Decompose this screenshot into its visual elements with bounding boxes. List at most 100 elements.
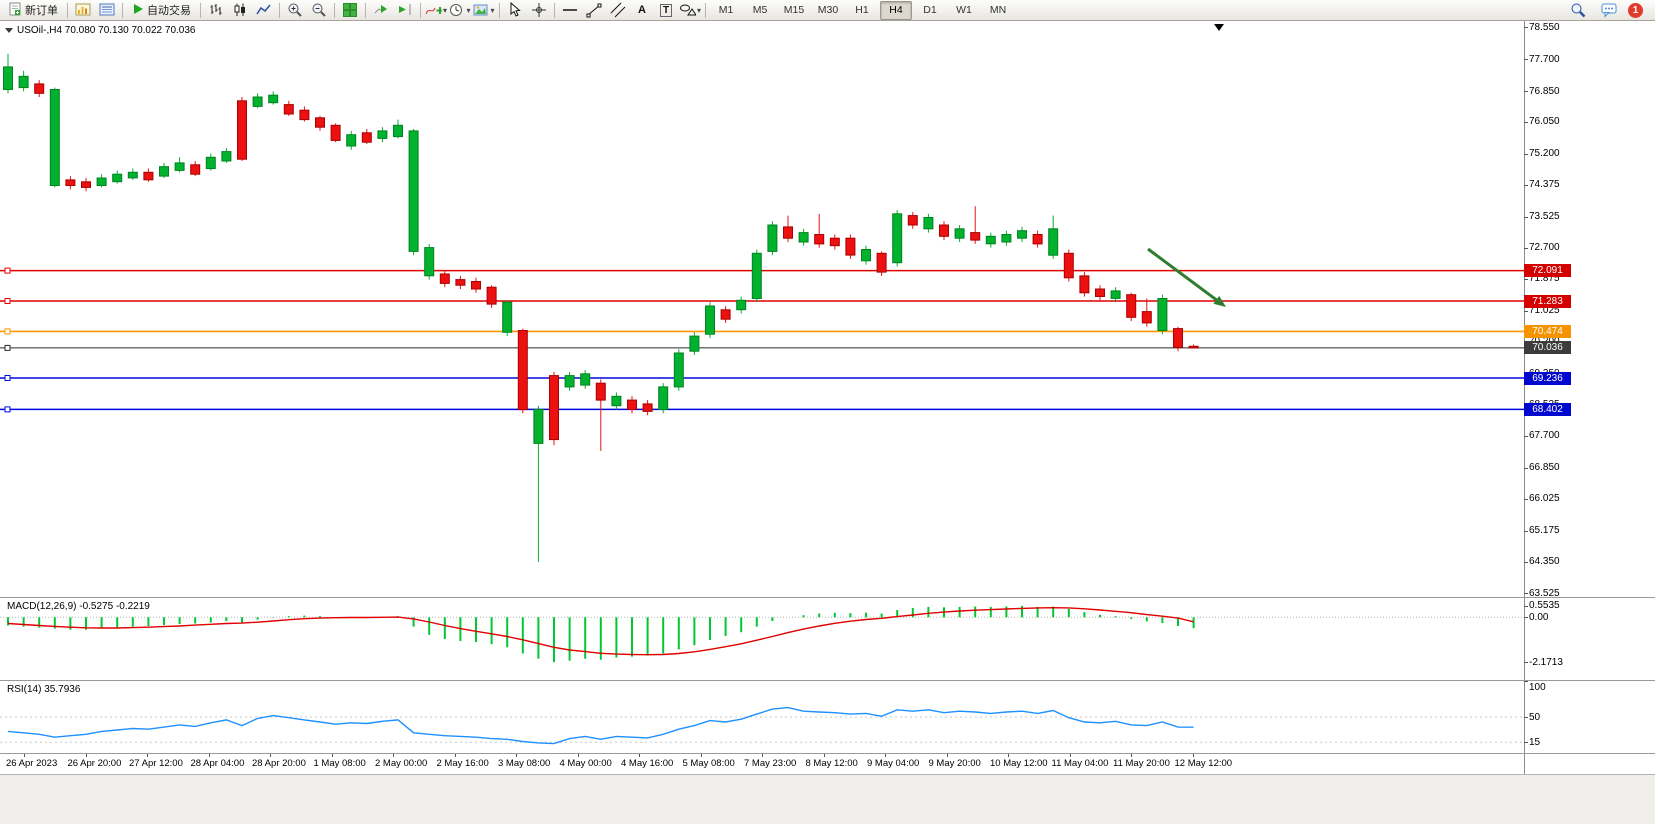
toolbar-right-group: 1 [1566,0,1655,21]
cursor-tool-icon[interactable] [503,0,527,21]
text-label-tool-icon[interactable]: T [654,0,678,21]
timeframe-W1[interactable]: W1 [956,4,972,16]
timeframe-M1[interactable]: M1 [718,4,734,16]
time-axis-label: 9 May 20:00 [928,758,981,769]
hline-handle[interactable] [4,375,11,381]
chart-shift-marker-icon[interactable] [1214,24,1224,31]
timeframe-H4[interactable]: H4 [880,0,912,20]
periods-icon[interactable]: ▾ [448,0,472,21]
tile-windows-icon[interactable] [338,0,362,21]
equidistant-channel-tool-icon[interactable] [606,0,630,21]
bar-chart-type-icon[interactable] [204,0,228,21]
time-axis-label: 28 Apr 04:00 [190,758,245,769]
crosshair-tool-icon[interactable] [527,0,551,21]
arrow-annotation[interactable] [1147,247,1223,305]
macd-indicator-panel[interactable] [0,598,1524,680]
arrow-annotation-head[interactable] [1213,295,1226,307]
text-tool-glyph: A [638,4,646,16]
time-axis-label: 12 May 12:00 [1174,758,1233,769]
hline-handle[interactable] [4,344,11,351]
hline-handle[interactable] [4,406,11,413]
macd-histogram [7,605,1195,663]
macd-signal-line [7,606,1194,656]
time-axis-label: 9 May 04:00 [867,758,920,769]
time-axis-label: 8 May 12:00 [805,758,858,769]
time-axis[interactable]: 26 Apr 2023 26 Apr 20:00 27 Apr 12:00 28 Ap… [0,754,1524,774]
time-axis-label: 26 Apr 20:00 [67,758,122,769]
toolbar-separator [122,2,123,18]
autotrading-button[interactable]: 自动交易 [126,0,197,21]
symbol-ohlc-label: USOil-,H4 70.080 70.130 70.022 70.036 [5,25,195,36]
line-chart-type-icon[interactable] [252,0,276,21]
toolbar-separator [67,2,68,18]
autotrading-play-icon [132,3,144,18]
time-axis-label: 28 Apr 20:00 [252,758,306,769]
zoom-in-icon[interactable] [283,0,307,21]
timeframe-MN[interactable]: MN [989,4,1007,16]
time-axis-label: 11 May 20:00 [1113,758,1170,769]
toolbar-separator [200,2,201,18]
chat-icon[interactable] [1597,0,1621,21]
timeframe-M5[interactable]: M5 [752,4,768,16]
window-bottom-area [0,774,1655,824]
main-toolbar: 新订单 自动交易 ▾ ▾ [0,0,1655,21]
zoom-out-icon[interactable] [307,0,331,21]
timeframe-D1[interactable]: D1 [923,4,937,16]
periods-caret: ▾ [466,5,471,15]
timeframe-M30[interactable]: M30 [817,4,839,16]
hline-handle[interactable] [4,298,11,304]
toolbar-separator [705,2,706,18]
indicators-caret: ▾ [442,5,447,15]
auto-scroll-icon[interactable] [369,0,393,21]
autotrading-label: 自动交易 [147,5,191,17]
timeframe-group: M1 M5 M15 M30 H1 H4 D1 W1 MN [709,0,1015,20]
pane-separator[interactable] [0,753,1655,754]
toolbar-separator [279,2,280,18]
horizontal-line-tool-icon[interactable] [558,0,582,21]
hline-handle[interactable] [4,267,11,274]
timeframe-H1[interactable]: H1 [855,4,869,16]
time-axis-label: 7 May 23:00 [744,758,797,769]
symbol-ohlc-text: USOil-,H4 70.080 70.130 70.022 70.036 [17,25,196,36]
chart-shift-icon[interactable] [393,0,417,21]
candles [3,53,1199,562]
toolbar-separator [334,2,335,18]
time-axis-label: 4 May 16:00 [621,758,674,769]
market-watch-icon[interactable] [95,0,119,21]
new-order-button[interactable]: 新订单 [2,0,64,21]
templates-icon[interactable]: ▾ [472,0,496,21]
new-order-icon [8,2,22,19]
one-click-trading-toggle-icon[interactable] [5,28,13,33]
shapes-tool-icon[interactable]: ▾ [678,0,702,21]
rsi-line [7,706,1194,745]
main-price-chart[interactable] [0,21,1524,597]
time-axis-label: 1 May 08:00 [313,758,366,769]
pane-separator[interactable] [0,680,1655,681]
new-chart-icon[interactable] [71,0,95,21]
time-axis-label: 11 May 04:00 [1051,758,1109,769]
trendline-tool-icon[interactable] [582,0,606,21]
shapes-caret: ▾ [696,5,701,15]
text-label-glyph: T [659,3,673,17]
rsi-indicator-panel[interactable] [0,681,1524,753]
new-order-label: 新订单 [25,5,58,17]
notification-badge[interactable]: 1 [1628,2,1643,18]
toolbar-separator [554,2,555,18]
pane-separator[interactable] [0,597,1655,598]
price-axis-column[interactable] [1524,21,1655,824]
time-axis-label: 27 Apr 12:00 [129,758,183,769]
hline-handle[interactable] [4,328,11,335]
time-axis-label: 5 May 08:00 [682,758,735,769]
time-axis-label: 2 May 00:00 [375,758,428,769]
indicators-icon[interactable]: ▾ [424,0,448,21]
candlestick-chart-type-icon[interactable] [228,0,252,21]
toolbar-separator [420,2,421,18]
text-tool-icon[interactable]: A [630,0,654,21]
time-axis-label: 2 May 16:00 [436,758,489,769]
time-axis-label: 4 May 00:00 [559,758,612,769]
macd-label: MACD(12,26,9) -0.5275 -0.2219 [7,601,150,612]
toolbar-separator [365,2,366,18]
search-icon[interactable] [1566,0,1590,21]
timeframe-M15[interactable]: M15 [783,4,805,16]
